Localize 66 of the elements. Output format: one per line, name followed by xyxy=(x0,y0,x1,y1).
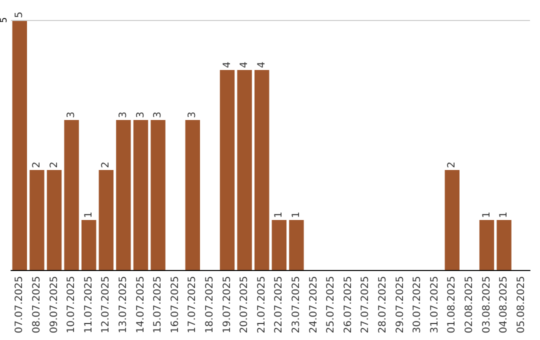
x-tick-label: 25.07.2025 xyxy=(326,276,337,334)
bar xyxy=(272,220,287,270)
bar xyxy=(496,220,512,270)
x-tick-label: 11.07.2025 xyxy=(83,276,94,334)
data-label: 1 xyxy=(83,212,94,218)
x-tick-label: 21.07.2025 xyxy=(256,276,268,334)
bar xyxy=(289,220,304,270)
bar xyxy=(116,120,131,270)
data-label: 2 xyxy=(48,162,60,168)
bar xyxy=(150,120,166,270)
data-label: 3 xyxy=(118,112,129,118)
x-tick-label: 13.07.2025 xyxy=(118,276,129,334)
x-tick-label: 30.07.2025 xyxy=(412,276,424,334)
x-tick-label: 20.07.2025 xyxy=(239,276,250,334)
data-label: 2 xyxy=(31,162,42,168)
data-label: 4 xyxy=(256,62,268,68)
x-tick-label: 09.07.2025 xyxy=(48,276,60,334)
x-tick-label: 18.07.2025 xyxy=(204,276,216,334)
x-tick-label: 02.08.2025 xyxy=(464,276,475,334)
bar xyxy=(185,120,200,270)
bar xyxy=(30,170,44,270)
x-tick-label: 07.07.2025 xyxy=(14,276,26,334)
bar xyxy=(12,20,28,270)
x-tick-label: 27.07.2025 xyxy=(360,276,372,334)
data-label: 2 xyxy=(100,162,112,168)
x-tick-label: 08.07.2025 xyxy=(31,276,42,334)
data-label: 4 xyxy=(239,62,250,68)
x-tick-label: 01.08.2025 xyxy=(446,276,458,334)
bar xyxy=(64,120,79,270)
x-tick-label: 26.07.2025 xyxy=(342,276,354,334)
x-tick-label: 12.07.2025 xyxy=(100,276,112,334)
bar xyxy=(444,170,460,270)
x-tick-label: 03.08.2025 xyxy=(481,276,492,334)
bar xyxy=(254,70,270,270)
x-tick-label: 24.07.2025 xyxy=(308,276,320,334)
bar xyxy=(98,170,114,270)
x-tick-label: 31.07.2025 xyxy=(429,276,440,334)
data-label: 1 xyxy=(274,212,285,218)
bar xyxy=(479,220,494,270)
bar xyxy=(220,70,235,270)
x-tick-label: 05.08.2025 xyxy=(516,276,527,334)
data-label: 1 xyxy=(290,212,302,218)
x-tick-label: 22.07.2025 xyxy=(274,276,285,334)
x-tick-label: 15.07.2025 xyxy=(152,276,164,334)
bar xyxy=(237,70,252,270)
bar xyxy=(133,120,148,270)
bar xyxy=(82,220,96,270)
data-label: 3 xyxy=(187,112,198,118)
data-label: 3 xyxy=(135,112,146,118)
x-tick-label: 10.07.2025 xyxy=(66,276,78,334)
x-tick-label: 28.07.2025 xyxy=(377,276,388,334)
x-tick-label: 16.07.2025 xyxy=(170,276,181,334)
bar xyxy=(46,170,62,270)
data-label: 1 xyxy=(498,212,510,218)
x-tick-label: 14.07.2025 xyxy=(135,276,146,334)
x-tick-label: 04.08.2025 xyxy=(498,276,510,334)
data-label: 3 xyxy=(66,112,78,118)
x-tick-label: 19.07.2025 xyxy=(222,276,233,334)
x-tick-label: 17.07.2025 xyxy=(187,276,198,334)
data-label: 2 xyxy=(446,162,458,168)
data-label: 5 xyxy=(0,17,10,23)
x-tick-label: 29.07.2025 xyxy=(394,276,406,334)
x-tick-label: 23.07.2025 xyxy=(290,276,302,334)
data-label: 4 xyxy=(222,62,233,68)
data-label: 3 xyxy=(152,112,164,118)
data-label: 1 xyxy=(481,212,492,218)
